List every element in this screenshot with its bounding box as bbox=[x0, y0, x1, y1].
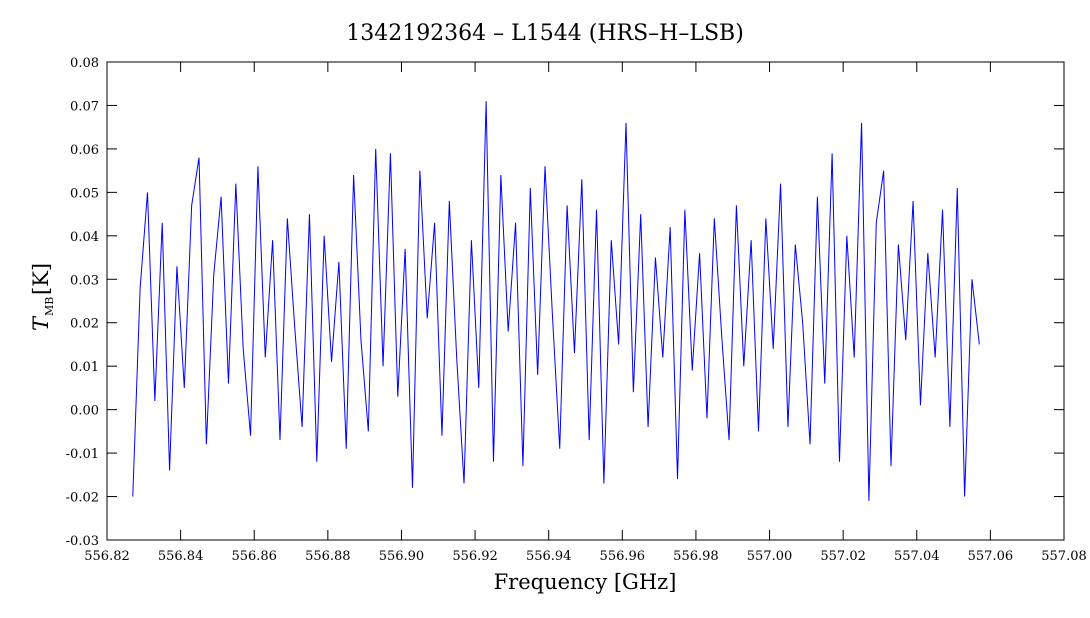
spectrum-line bbox=[132, 101, 980, 501]
chart-title: 1342192364 – L1544 (HRS–H–LSB) bbox=[346, 21, 744, 46]
x-tick-label: 556.84 bbox=[158, 549, 204, 564]
x-tick-label: 556.94 bbox=[526, 549, 572, 564]
x-axis-label: Frequency [GHz] bbox=[494, 570, 677, 594]
x-tick-label: 556.98 bbox=[673, 549, 719, 564]
x-tick-label: 557.04 bbox=[894, 549, 940, 564]
x-tick-label: 557.02 bbox=[820, 549, 866, 564]
y-tick-label: -0.01 bbox=[66, 447, 99, 462]
y-tick-label: -0.02 bbox=[66, 491, 99, 506]
x-tick-label: 557.06 bbox=[968, 549, 1014, 564]
y-axis-label: T MB [K] bbox=[29, 263, 56, 331]
y-tick-label: 0.02 bbox=[70, 317, 99, 332]
y-tick-label: 0.05 bbox=[70, 186, 99, 201]
y-tick-label: 0.00 bbox=[70, 404, 99, 419]
y-tick-label: 0.04 bbox=[70, 230, 99, 245]
y-tick-label: 0.08 bbox=[70, 56, 99, 71]
x-tick-label: 556.90 bbox=[379, 549, 425, 564]
x-tick-label: 557.00 bbox=[747, 549, 793, 564]
x-tick-label: 557.08 bbox=[1041, 549, 1087, 564]
y-tick-label: -0.03 bbox=[66, 534, 99, 549]
x-tick-label: 556.88 bbox=[305, 549, 351, 564]
x-tick-label: 556.86 bbox=[231, 549, 277, 564]
y-tick-label: 0.03 bbox=[70, 273, 99, 288]
x-tick-label: 556.96 bbox=[600, 549, 646, 564]
y-label-unit: [K] bbox=[29, 263, 53, 295]
y-tick-label: 0.01 bbox=[70, 360, 99, 375]
y-tick-label: 0.07 bbox=[70, 99, 99, 114]
y-label-subscript: MB bbox=[43, 297, 56, 316]
x-tick-label: 556.82 bbox=[84, 549, 130, 564]
x-tick-label: 556.92 bbox=[452, 549, 498, 564]
plot-frame bbox=[106, 61, 1065, 541]
y-tick-label: 0.06 bbox=[70, 143, 99, 158]
y-label-main: T bbox=[29, 315, 53, 331]
